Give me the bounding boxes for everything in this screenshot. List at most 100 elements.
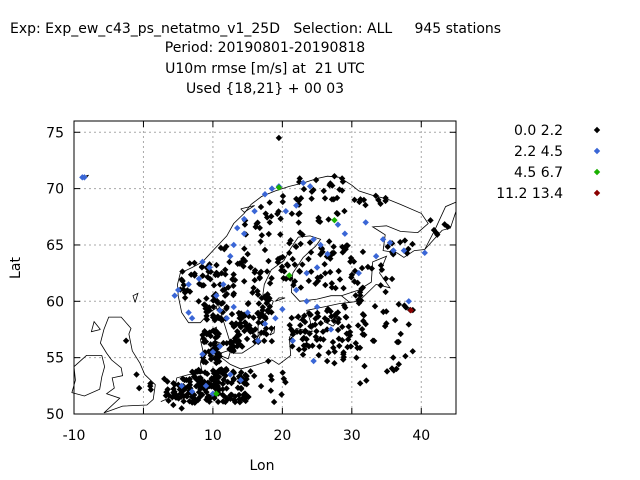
station-marker [274, 210, 281, 218]
station-marker [199, 272, 206, 279]
station-point [379, 236, 387, 243]
station-marker [356, 344, 364, 351]
station-marker [315, 351, 322, 359]
station-marker [288, 314, 295, 322]
station-marker [257, 268, 265, 275]
station-marker [214, 398, 222, 406]
x-axis-label: Lon [250, 458, 275, 474]
station-marker [228, 379, 235, 387]
legend: 0.0 2.2 2.2 4.5 4.5 6.7 11.2 13.4 [496, 123, 601, 202]
station-marker [303, 336, 310, 343]
station-marker [196, 280, 203, 288]
station-marker [356, 198, 363, 206]
station-marker [325, 349, 332, 356]
station-marker [181, 289, 189, 296]
station-marker [309, 342, 316, 349]
station-marker [405, 321, 412, 328]
station-marker [191, 270, 198, 277]
coastline [71, 174, 457, 414]
station-point [293, 286, 300, 294]
legend-marker [593, 189, 601, 197]
station-marker [233, 343, 241, 350]
station-marker [277, 231, 284, 238]
station-point [313, 303, 321, 311]
station-marker [222, 266, 229, 274]
station-marker [203, 295, 210, 302]
chart-title-line-4: Used {18,21} + 00 03 [185, 81, 345, 97]
station-marker [203, 312, 210, 320]
station-point [213, 390, 220, 397]
station-marker [135, 384, 143, 392]
station-marker [328, 251, 335, 258]
station-marker [237, 322, 245, 330]
station-marker [361, 362, 368, 370]
station-marker [122, 337, 130, 344]
station-point [216, 343, 224, 350]
station-point [327, 326, 335, 333]
stations-0-2-layer [122, 134, 451, 412]
station-marker [333, 194, 341, 202]
station-point [213, 292, 220, 299]
station-marker [170, 385, 177, 393]
station-point [216, 307, 224, 314]
station-marker [238, 343, 246, 350]
station-marker [254, 287, 261, 295]
station-marker [275, 134, 283, 142]
station-marker [299, 351, 307, 358]
station-marker [261, 246, 269, 254]
station-marker [186, 260, 193, 267]
station-point [178, 382, 185, 390]
station-marker [241, 221, 249, 228]
coastline-path [90, 320, 101, 333]
stations-colored-layer [79, 174, 428, 397]
station-marker [212, 334, 219, 342]
legend-marker [593, 147, 601, 155]
station-marker [401, 302, 408, 309]
station-marker [352, 292, 359, 299]
station-point [300, 179, 307, 187]
station-point [317, 241, 324, 249]
station-marker [317, 335, 324, 343]
station-marker [348, 271, 356, 278]
station-point [355, 269, 362, 277]
station-marker [228, 310, 236, 318]
station-marker [231, 335, 239, 342]
station-marker [222, 271, 229, 278]
station-marker [343, 330, 350, 337]
station-marker [230, 290, 238, 297]
station-marker [307, 323, 314, 330]
station-point [279, 305, 286, 313]
station-marker [257, 238, 264, 245]
station-marker [230, 271, 237, 278]
station-marker [268, 213, 275, 220]
station-marker [388, 275, 396, 283]
station-marker [255, 300, 263, 307]
station-marker [289, 255, 296, 263]
station-marker [313, 328, 320, 335]
station-marker [268, 309, 275, 316]
station-marker [328, 280, 336, 287]
y-axis-label: Lat [8, 257, 24, 279]
y-tick-label: 55 [46, 351, 64, 367]
station-point [386, 239, 394, 246]
station-marker [296, 229, 304, 236]
station-marker [350, 258, 358, 265]
station-marker [199, 331, 206, 339]
station-point [240, 230, 248, 237]
station-point [293, 202, 300, 209]
station-marker [207, 275, 214, 283]
station-point [202, 382, 210, 390]
station-marker [322, 281, 329, 289]
station-marker [279, 369, 286, 376]
station-point [310, 357, 317, 365]
station-point [199, 258, 206, 266]
station-marker [251, 333, 258, 340]
station-marker [317, 273, 325, 280]
station-marker [409, 348, 416, 355]
station-marker [321, 195, 329, 202]
station-marker [232, 320, 240, 327]
station-marker [391, 316, 399, 324]
station-marker [315, 214, 322, 222]
station-marker [247, 368, 254, 375]
station-marker [203, 331, 211, 338]
